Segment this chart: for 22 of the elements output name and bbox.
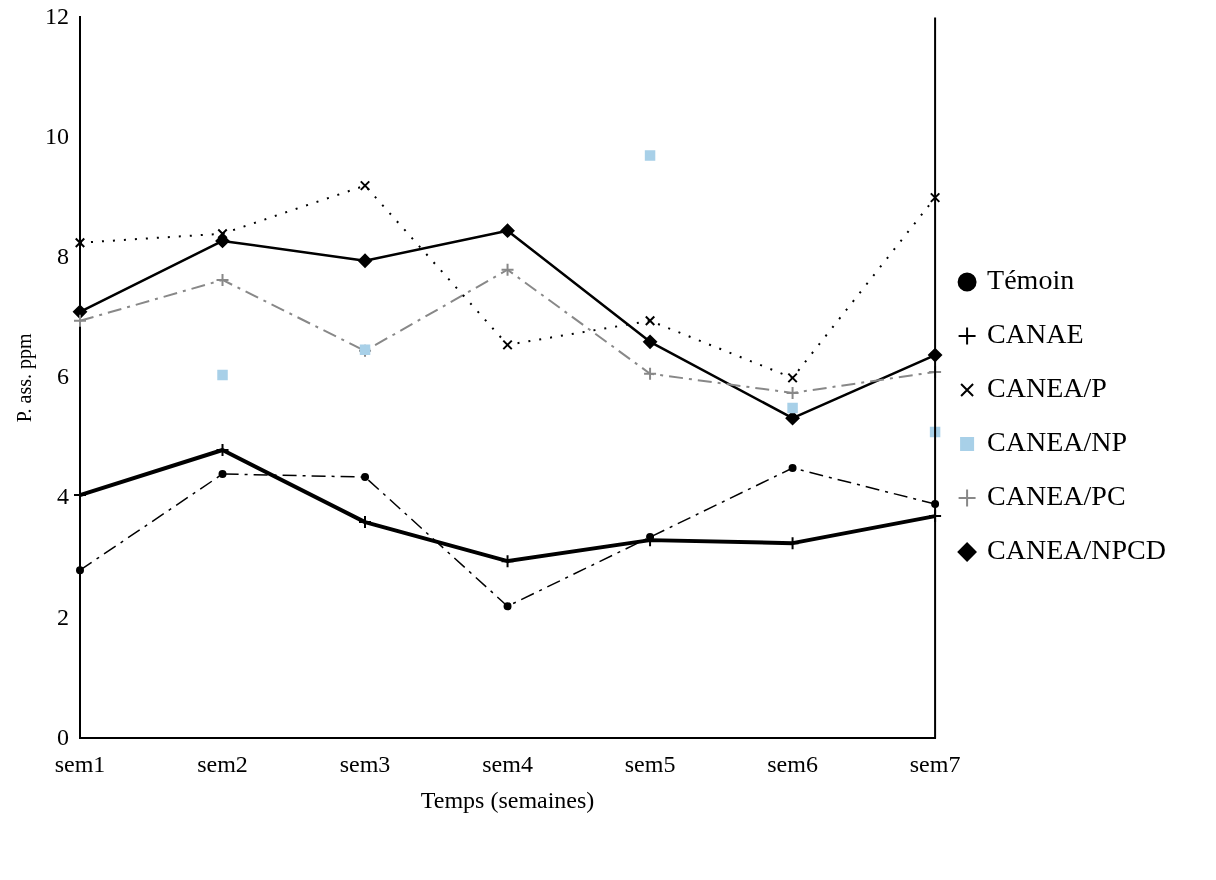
y-tick-label: 0: [57, 723, 69, 750]
x-tick-label: sem4: [482, 751, 533, 778]
y-tick-label: 8: [57, 243, 69, 270]
x-tick-label: sem2: [197, 751, 248, 778]
x-tick-label: sem7: [909, 751, 961, 778]
y-tick-label: 10: [45, 122, 69, 149]
x-tick-label: sem6: [767, 751, 818, 778]
x-tick-label: sem3: [339, 751, 391, 778]
y-tick-label: 6: [57, 363, 69, 390]
y-axis-title: P. ass. ppm: [13, 333, 37, 423]
x-tick-label: sem1: [54, 751, 106, 778]
legend-label: CANEA/NP: [987, 426, 1128, 458]
y-tick-label: 12: [45, 2, 69, 29]
legend-label: Témoin: [987, 264, 1075, 296]
legend-label: CANEA/NPCD: [987, 534, 1167, 566]
legend-label: CANEA/P: [987, 372, 1107, 404]
x-axis-title: Temps (semaines): [420, 786, 595, 813]
legend-label: CANEA/PC: [987, 480, 1126, 512]
x-tick-label: sem5: [624, 751, 676, 778]
legend-label: CANAE: [987, 318, 1084, 350]
y-tick-label: 4: [57, 483, 69, 510]
y-tick-label: 2: [57, 603, 69, 630]
